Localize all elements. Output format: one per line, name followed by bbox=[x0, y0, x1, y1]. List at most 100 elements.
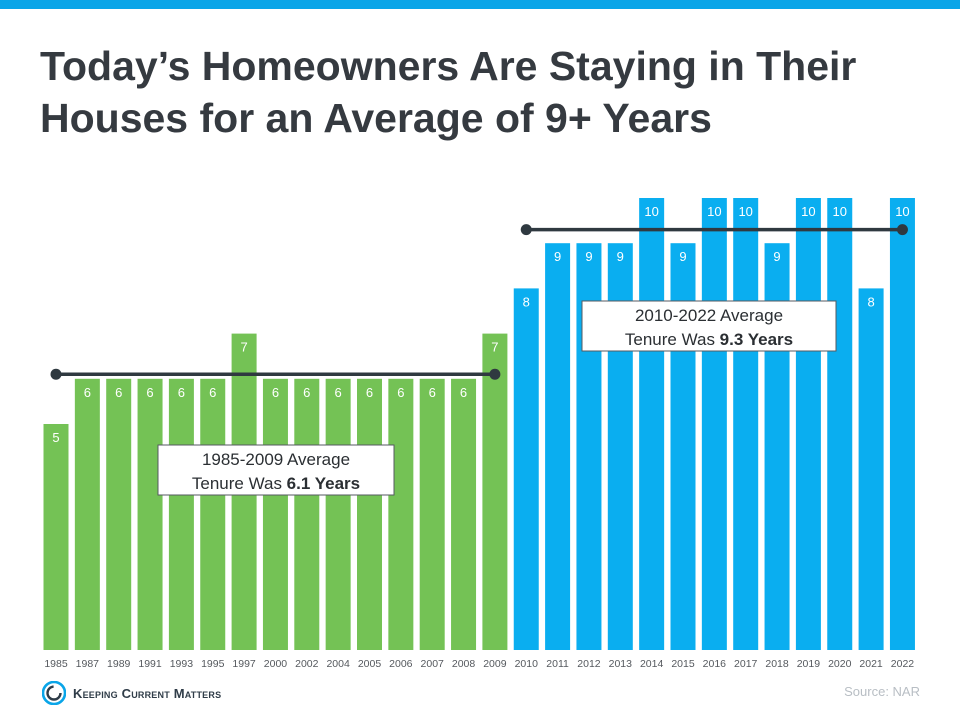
bar bbox=[137, 378, 163, 650]
bar bbox=[262, 378, 288, 650]
brand-logo-block: Keeping Current Matters bbox=[42, 680, 221, 706]
x-tick-label: 2018 bbox=[765, 658, 789, 670]
x-tick-label: 2002 bbox=[295, 658, 319, 670]
x-tick-label: 2021 bbox=[859, 658, 883, 670]
bar bbox=[43, 424, 69, 650]
average-line-endpoint bbox=[896, 224, 908, 236]
average-callout-line1: 1985-2009 Average bbox=[202, 450, 350, 469]
data-label: 5 bbox=[52, 430, 59, 445]
data-label: 9 bbox=[617, 249, 624, 264]
bar bbox=[639, 198, 665, 650]
bar bbox=[513, 288, 539, 650]
data-label: 9 bbox=[554, 249, 561, 264]
data-label: 10 bbox=[833, 204, 847, 219]
bar bbox=[200, 378, 226, 650]
x-tick-label: 2005 bbox=[358, 658, 382, 670]
x-tick-label: 2011 bbox=[546, 658, 569, 670]
x-tick-label: 1997 bbox=[232, 658, 256, 670]
data-label: 9 bbox=[773, 249, 780, 264]
x-tick-label: 2015 bbox=[671, 658, 695, 670]
average-callout-value: 9.3 Years bbox=[720, 330, 793, 349]
bar bbox=[827, 198, 853, 650]
data-label: 6 bbox=[209, 385, 216, 400]
average-callout-box bbox=[157, 444, 395, 496]
bar bbox=[106, 378, 132, 650]
data-label: 10 bbox=[738, 204, 752, 219]
data-label: 6 bbox=[366, 385, 373, 400]
average-callout-line2: Tenure Was 6.1 Years bbox=[192, 474, 360, 493]
data-label: 8 bbox=[523, 294, 530, 309]
average-line-endpoint bbox=[520, 224, 532, 236]
x-tick-label: 2016 bbox=[703, 658, 727, 670]
data-label: 6 bbox=[335, 385, 342, 400]
data-label: 6 bbox=[397, 385, 404, 400]
bar bbox=[388, 378, 414, 650]
data-label: 6 bbox=[115, 385, 122, 400]
bar bbox=[545, 243, 571, 650]
data-label: 10 bbox=[801, 204, 815, 219]
bar bbox=[795, 198, 821, 650]
x-tick-label: 2012 bbox=[577, 658, 601, 670]
data-label: 10 bbox=[707, 204, 721, 219]
bar bbox=[294, 378, 320, 650]
average-line-endpoint bbox=[489, 368, 501, 380]
data-label: 6 bbox=[178, 385, 185, 400]
bar bbox=[451, 378, 477, 650]
x-tick-label: 2008 bbox=[452, 658, 476, 670]
title-line-1: Today’s Homeowners Are Staying in Their bbox=[40, 43, 857, 89]
x-tick-label: 1989 bbox=[107, 658, 131, 670]
average-callout-prefix: Tenure Was bbox=[192, 474, 287, 493]
bar bbox=[482, 333, 508, 650]
data-label: 7 bbox=[491, 340, 498, 355]
data-label: 9 bbox=[585, 249, 592, 264]
x-tick-label: 2017 bbox=[734, 658, 758, 670]
x-tick-label: 1993 bbox=[170, 658, 194, 670]
x-tick-label: 1987 bbox=[76, 658, 100, 670]
bar bbox=[858, 288, 884, 650]
average-callout-line2: Tenure Was 9.3 Years bbox=[625, 330, 793, 349]
bar bbox=[701, 198, 727, 650]
bar bbox=[733, 198, 759, 650]
page-title: Today’s Homeowners Are Staying in Their … bbox=[40, 40, 940, 144]
x-tick-label: 1991 bbox=[138, 658, 162, 670]
data-label: 6 bbox=[84, 385, 91, 400]
brand-name: Keeping Current Matters bbox=[73, 685, 222, 701]
data-label: 6 bbox=[272, 385, 279, 400]
average-line-endpoint bbox=[50, 368, 62, 380]
x-tick-label: 2009 bbox=[483, 658, 507, 670]
data-label: 10 bbox=[895, 204, 909, 219]
bar bbox=[889, 198, 915, 650]
x-tick-label: 2007 bbox=[421, 658, 445, 670]
data-label: 10 bbox=[644, 204, 658, 219]
data-label: 7 bbox=[240, 340, 247, 355]
data-label: 6 bbox=[146, 385, 153, 400]
data-label: 8 bbox=[867, 294, 874, 309]
bar bbox=[357, 378, 382, 650]
x-tick-label: 1985 bbox=[44, 658, 68, 670]
x-tick-label: 2013 bbox=[609, 658, 633, 670]
data-label: 6 bbox=[303, 385, 310, 400]
bar bbox=[325, 378, 351, 650]
kcm-logo-icon bbox=[42, 681, 66, 705]
data-label: 6 bbox=[429, 385, 436, 400]
x-tick-label: 2020 bbox=[828, 658, 852, 670]
x-tick-label: 2022 bbox=[891, 658, 915, 670]
bar bbox=[419, 378, 445, 650]
bar bbox=[74, 378, 100, 650]
x-tick-label: 2000 bbox=[264, 658, 288, 670]
top-accent-bar bbox=[0, 0, 960, 9]
x-tick-label: 2010 bbox=[515, 658, 539, 670]
average-callout-box bbox=[581, 300, 837, 352]
x-tick-label: 2019 bbox=[797, 658, 821, 670]
x-tick-label: 2004 bbox=[326, 658, 350, 670]
x-tick-label: 1995 bbox=[201, 658, 225, 670]
bar bbox=[168, 378, 194, 650]
x-tick-label: 2006 bbox=[389, 658, 413, 670]
data-label: 9 bbox=[679, 249, 686, 264]
average-callout-line1: 2010-2022 Average bbox=[635, 306, 783, 325]
x-tick-label: 2014 bbox=[640, 658, 664, 670]
average-callout-value: 6.1 Years bbox=[287, 474, 360, 493]
title-line-2: Houses for an Average of 9+ Years bbox=[40, 95, 712, 141]
source-note: Source: NAR bbox=[844, 684, 920, 699]
data-label: 6 bbox=[460, 385, 467, 400]
